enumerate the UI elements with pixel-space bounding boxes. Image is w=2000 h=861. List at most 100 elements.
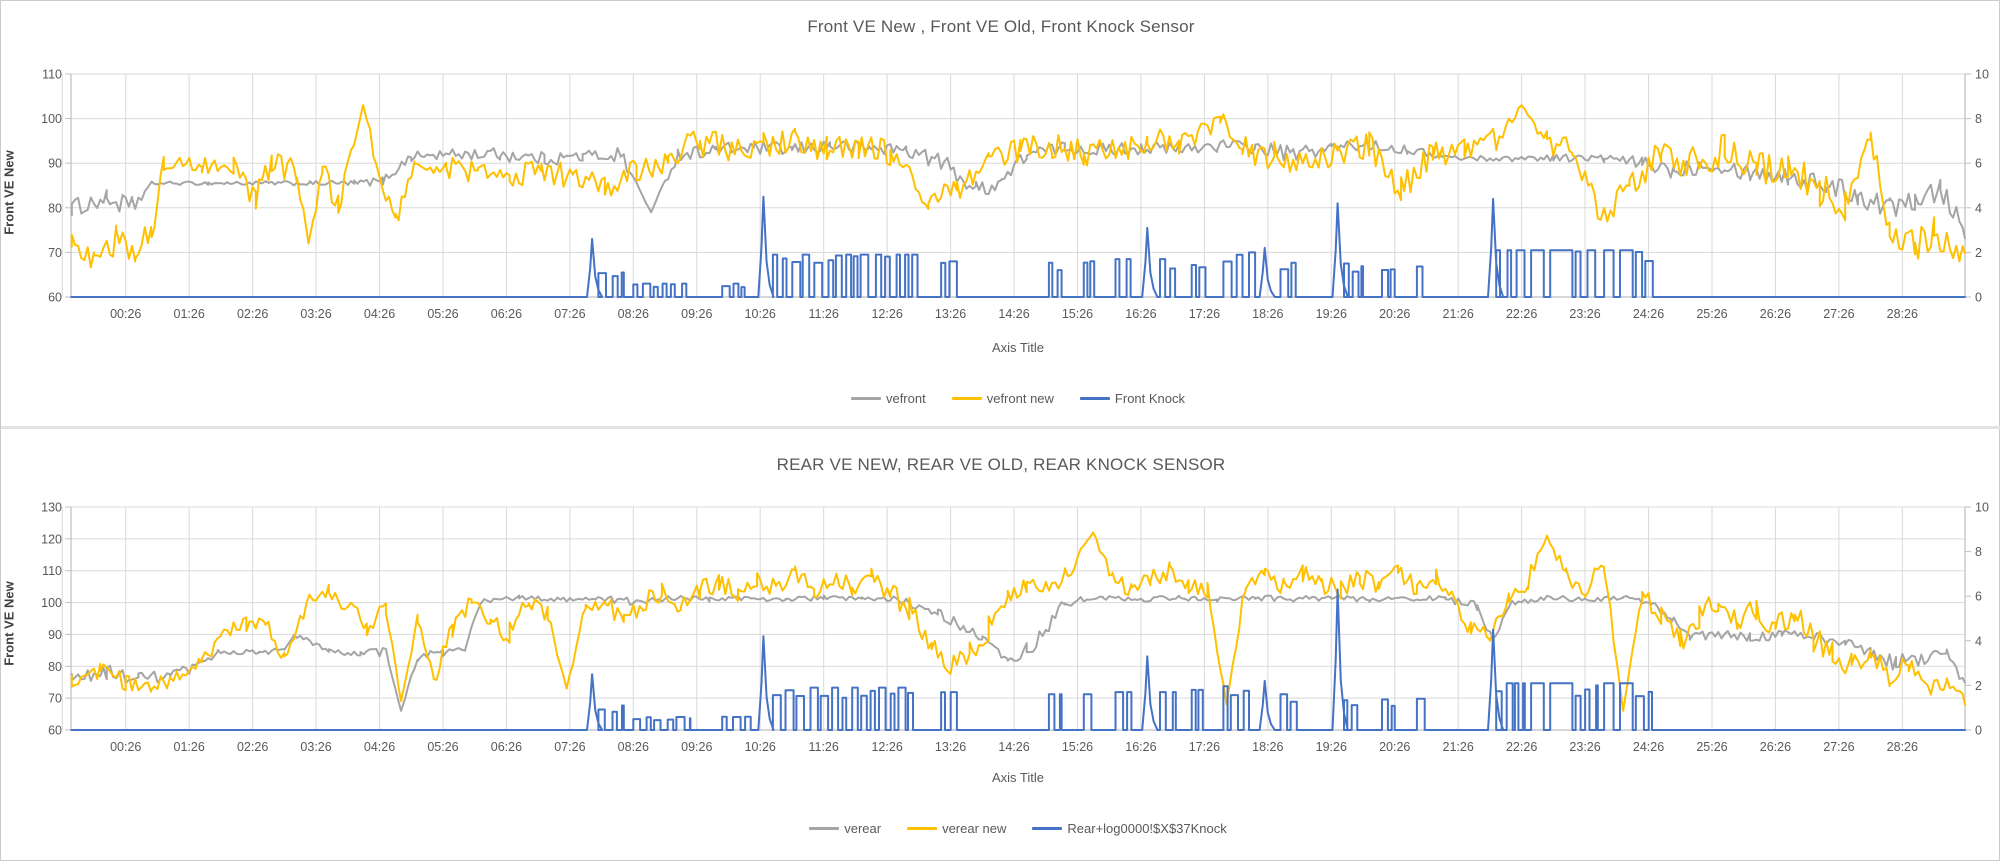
y-right-tick-label: 10: [1975, 68, 1989, 82]
legend-item-rear-log0000-x-37knock: Rear+log0000!$X$37Knock: [1032, 821, 1227, 836]
y-right-tick-label: 2: [1975, 679, 1982, 693]
x-tick-label: 10:26: [745, 740, 776, 754]
x-tick-label: 07:26: [554, 740, 585, 754]
series-line-verear-new: [70, 531, 1966, 712]
x-tick-label: 10:26: [745, 307, 776, 321]
x-tick-label: 26:26: [1760, 740, 1791, 754]
x-tick-label: 27:26: [1823, 307, 1854, 321]
x-tick-label: 09:26: [681, 740, 712, 754]
x-tick-label: 24:26: [1633, 740, 1664, 754]
x-tick-label: 19:26: [1316, 307, 1347, 321]
x-tick-label: 04:26: [364, 740, 395, 754]
legend-label: verear new: [942, 821, 1007, 836]
x-tick-label: 06:26: [491, 307, 522, 321]
x-tick-label: 23:26: [1569, 740, 1600, 754]
series-line-rear-log0000-x-37knock: [70, 588, 1966, 731]
x-tick-label: 01:26: [174, 740, 205, 754]
front-chart-panel: 60 70 80 90 100 110 0 2 4 6 8 10 00:26 01:26 02:26 03:2…: [1, 1, 2000, 426]
x-tick-label: 22:26: [1506, 740, 1537, 754]
rear-x-axis-title: Axis Title: [991, 770, 1044, 785]
x-tick-label: 04:26: [364, 307, 395, 321]
x-tick-label: 00:26: [110, 740, 141, 754]
x-tick-label: 24:26: [1633, 307, 1664, 321]
x-tick-label: 02:26: [237, 307, 268, 321]
x-tick-label: 15:26: [1062, 307, 1093, 321]
y-left-tick-label: 80: [48, 660, 62, 674]
legend-swatch-vefront: [850, 397, 881, 400]
panel-divider: [1, 426, 2000, 429]
x-tick-label: 17:26: [1189, 307, 1220, 321]
legend-swatch-front-knock: [1079, 397, 1110, 400]
rear-chart-panel: 60 70 80 90 100 110 120 130 0 2 4 6 8 10 00:26 01:26 02:…: [1, 429, 2000, 860]
y-left-tick-label: 60: [48, 291, 62, 305]
series-line-front-knock: [70, 195, 1966, 298]
x-tick-label: 08:26: [618, 740, 649, 754]
y-left-tick-label: 100: [41, 596, 62, 610]
y-left-tick-label: 100: [41, 112, 62, 126]
y-left-tick-label: 110: [42, 564, 62, 578]
x-tick-label: 20:26: [1379, 740, 1410, 754]
x-tick-label: 27:26: [1823, 740, 1854, 754]
x-tick-label: 00:26: [110, 307, 141, 321]
legend-label: Front Knock: [1114, 391, 1186, 406]
x-tick-label: 19:26: [1316, 740, 1347, 754]
y-left-tick-label: 70: [48, 246, 62, 260]
y-right-tick-label: 2: [1975, 246, 1982, 260]
y-right-tick-label: 0: [1975, 724, 1982, 738]
x-tick-label: 18:26: [1252, 307, 1283, 321]
front-chart-legend: vefront vefront new Front Knock: [1, 391, 2000, 406]
x-tick-label: 01:26: [174, 307, 205, 321]
legend-swatch-verear: [809, 827, 840, 830]
y-left-tick-label: 80: [48, 201, 62, 215]
front-chart-title: Front VE New , Front VE Old, Front Knock…: [807, 17, 1195, 36]
rear-chart-plot-area: 60 70 80 90 100 110 120 130 0 2 4 6 8 10 00:26 01:26 02:…: [41, 501, 1989, 755]
y-left-tick-label: 120: [41, 532, 62, 546]
series-line-verear: [70, 594, 1966, 712]
x-tick-label: 05:26: [427, 740, 458, 754]
y-right-tick-label: 8: [1975, 112, 1982, 126]
y-left-tick-label: 90: [48, 628, 62, 642]
x-tick-label: 16:26: [1125, 740, 1156, 754]
x-tick-label: 28:26: [1887, 307, 1918, 321]
rear-chart-legend: verear verear new Rear+log0000!$X$37Knock: [1, 821, 2000, 836]
legend-item-vefront: vefront: [850, 391, 926, 406]
y-right-tick-label: 0: [1975, 291, 1982, 305]
x-tick-label: 21:26: [1443, 740, 1474, 754]
x-tick-label: 26:26: [1760, 307, 1791, 321]
x-tick-label: 08:26: [618, 307, 649, 321]
x-tick-label: 17:26: [1189, 740, 1220, 754]
x-tick-label: 13:26: [935, 740, 966, 754]
y-right-tick-label: 6: [1975, 157, 1982, 171]
x-tick-label: 14:26: [998, 740, 1029, 754]
x-tick-label: 03:26: [300, 740, 331, 754]
rear-chart-title: REAR VE NEW, REAR VE OLD, REAR KNOCK SEN…: [776, 455, 1226, 474]
x-tick-label: 03:26: [300, 307, 331, 321]
rear-y-axis-title: Front VE New: [1, 581, 17, 666]
legend-item-verear: verear: [809, 821, 881, 836]
legend-label: verear: [844, 821, 882, 836]
x-tick-label: 05:26: [427, 307, 458, 321]
y-left-tick-label: 60: [48, 724, 62, 738]
legend-label: Rear+log0000!$X$37Knock: [1067, 821, 1227, 836]
x-tick-label: 16:26: [1125, 307, 1156, 321]
y-right-tick-label: 6: [1975, 590, 1982, 604]
x-tick-label: 15:26: [1062, 740, 1093, 754]
x-tick-label: 11:26: [808, 307, 838, 321]
x-tick-label: 21:26: [1443, 307, 1474, 321]
x-tick-label: 09:26: [681, 307, 712, 321]
front-chart-plot-area: 60 70 80 90 100 110 0 2 4 6 8 10 00:26 01:26 02:26 03:2…: [41, 68, 1989, 322]
y-right-tick-label: 4: [1975, 634, 1982, 648]
y-left-tick-label: 90: [48, 157, 62, 171]
legend-label: vefront new: [986, 391, 1054, 406]
x-tick-label: 06:26: [491, 740, 522, 754]
x-tick-label: 18:26: [1252, 740, 1283, 754]
y-left-tick-label: 130: [41, 501, 62, 515]
y-right-tick-label: 10: [1975, 501, 1989, 515]
x-tick-label: 20:26: [1379, 307, 1410, 321]
y-right-tick-label: 8: [1975, 545, 1982, 559]
y-left-tick-label: 70: [48, 692, 62, 706]
series-line-vefront-new: [70, 104, 1966, 269]
legend-swatch-vefront-new: [951, 397, 982, 400]
front-x-axis-title: Axis Title: [991, 340, 1044, 355]
